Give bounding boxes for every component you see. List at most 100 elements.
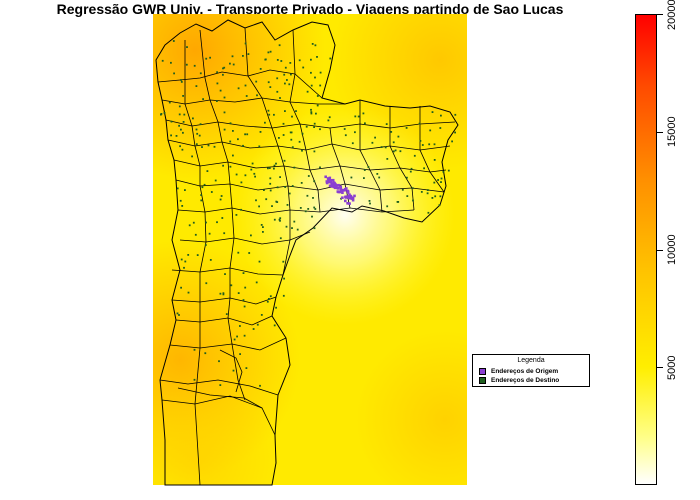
destination-point [280,60,283,62]
destination-point [386,158,389,160]
destination-point [371,141,374,144]
destination-point [401,188,404,191]
destination-point [279,219,281,222]
destination-point [198,134,201,137]
destination-point [384,146,387,149]
destination-point [364,122,366,125]
destination-point [240,181,243,184]
destination-point [310,84,313,87]
origin-point [341,196,344,199]
destination-point [192,221,195,224]
destination-point [196,132,199,135]
destination-point [182,121,185,123]
destination-point [296,228,299,231]
destination-point [350,176,353,179]
destination-point [222,73,224,76]
destination-point [163,112,166,114]
destination-point [204,352,207,355]
colorbar-tick-label: 5000 [666,355,678,380]
destination-point [418,122,421,125]
destination-point [195,143,198,146]
destination-point [180,79,182,81]
destination-point [219,89,222,92]
destination-point [282,260,285,263]
destination-point [311,215,313,218]
destination-point [219,384,222,386]
destination-point [442,170,445,173]
destination-point [222,67,224,70]
destination-point [181,148,184,151]
destination-point [278,218,281,221]
destination-point [419,140,422,142]
destination-point [310,58,312,61]
destination-point [237,138,239,141]
destination-point [170,61,172,64]
destination-point [235,173,238,176]
destination-point [276,90,279,93]
destination-point [351,142,354,145]
destination-point [250,234,252,237]
city-boundary [155,19,459,486]
destination-point [376,173,379,175]
destination-point [314,76,316,79]
destination-point [269,177,272,180]
destination-point [291,115,293,118]
destination-point [233,338,236,341]
destination-point [306,90,309,93]
destination-point [232,63,235,66]
destination-point [316,95,319,97]
destination-point [221,217,224,219]
destination-point [205,221,207,224]
destination-point [244,174,247,177]
destination-point [179,145,181,148]
destination-point [175,135,178,137]
origin-point [325,181,329,185]
destination-point [223,66,226,69]
destination-point [240,208,242,211]
destination-point [363,177,365,179]
colorbar-tick [657,367,663,369]
destination-point [315,112,317,115]
destination-point [223,96,226,99]
destination-point [374,136,376,139]
destination-point [278,44,281,47]
origin-addresses [324,175,356,205]
destination-point [279,176,281,178]
origin-point [341,191,344,194]
destination-point [354,131,356,134]
destination-point [273,164,276,167]
destination-point [222,293,225,296]
destination-point [264,121,266,124]
destination-point [251,162,254,165]
destination-point [288,83,291,86]
origin-point [345,195,349,198]
destination-point [255,199,257,202]
destination-point [242,144,244,147]
destination-point [305,125,308,128]
destination-point [199,72,202,75]
destination-point [427,211,430,214]
origin-point [348,193,351,196]
destination-point [262,231,264,233]
destination-point [180,128,182,131]
destination-point [248,252,251,254]
destination-point [301,149,303,152]
destination-point [273,113,275,116]
legend-item-origin: Endereços de Origem [479,367,558,375]
destination-point [316,104,319,107]
destination-point [264,58,267,61]
destination-point [319,71,322,74]
destination-point [259,68,262,70]
destination-point [176,187,179,190]
destination-point [409,170,412,173]
destination-point [180,286,182,289]
destination-point [173,72,175,75]
destination-point [255,80,258,83]
destination-point [200,199,203,202]
destination-point [244,42,247,45]
destination-point [230,284,233,287]
destination-point [314,44,317,47]
destination-point [406,176,408,179]
destination-point [304,210,307,213]
destination-point [440,177,443,180]
